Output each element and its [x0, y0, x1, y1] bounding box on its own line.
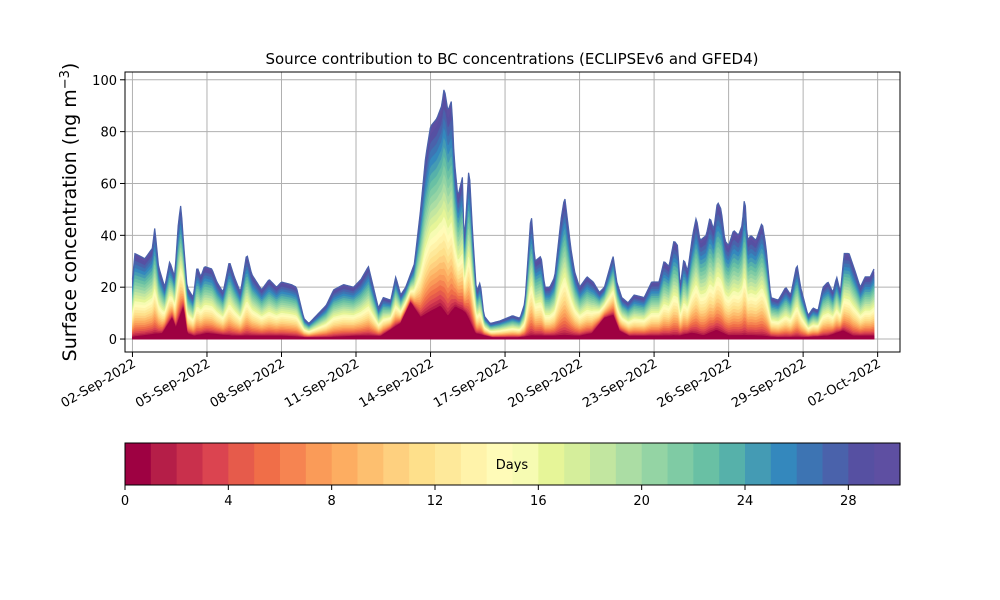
x-tick-label: 20-Sep-2022 [506, 356, 586, 411]
colorbar-cell [796, 443, 824, 485]
y-axis-label-superscript: −3 [58, 70, 73, 89]
colorbar-tick-label: 12 [427, 494, 444, 509]
y-tick-label: 40 [100, 229, 117, 244]
chart-title: Source contribution to BC concentrations… [265, 50, 758, 68]
colorbar-cell [435, 443, 462, 485]
colorbar-cell [512, 443, 539, 485]
colorbar-tick-label: 8 [328, 494, 336, 509]
colorbar-cell [383, 443, 410, 485]
colorbar-label: Days [496, 458, 529, 473]
series-band-day-9 [132, 261, 875, 340]
plot-frame [124, 71, 901, 353]
colorbar-cell [590, 443, 617, 485]
colorbar-cell [331, 443, 359, 485]
colorbar-cell [667, 443, 694, 485]
x-tick-label: 17-Sep-2022 [431, 356, 511, 411]
series-band-source [132, 302, 875, 340]
colorbar-cell [254, 443, 281, 485]
y-axis-ticks: 0 20 40 60 80 100 [92, 74, 125, 348]
y-tick-label: 60 [100, 177, 117, 192]
y-tick-label: 100 [92, 74, 117, 89]
y-axis-label-main: Surface concentration (ng m [59, 89, 81, 361]
colorbar-tick-label: 0 [121, 494, 129, 509]
series-band-day-8 [132, 268, 875, 340]
y-axis-label-close: ) [59, 63, 81, 70]
colorbar-frame [124, 442, 901, 486]
colorbar-cell [125, 443, 152, 485]
colorbar-cell [228, 443, 255, 485]
colorbar-cell [538, 443, 565, 485]
y-tick-label: 80 [100, 126, 117, 141]
colorbar-tick-label: 24 [737, 494, 754, 509]
colorbar-cell [745, 443, 772, 485]
colorbar-tick-label: 4 [224, 494, 232, 509]
series-band-day-7 [132, 274, 875, 340]
colorbar-ticks: 0 4 8 12 16 20 24 28 [121, 485, 857, 509]
colorbar-cell [719, 443, 746, 485]
stacked-area-series [131, 89, 875, 340]
colorbar-tick-label: 28 [840, 494, 857, 509]
colorbar-cell [460, 443, 488, 485]
colorbar-cell [202, 443, 229, 485]
colorbar-cell [822, 443, 849, 485]
colorbar-cell [176, 443, 204, 485]
total-concentration-line [131, 89, 875, 324]
colorbar-cell [874, 443, 901, 485]
y-tick-label: 20 [100, 281, 117, 296]
y-axis-label: Surface concentration (ng m−3) [58, 63, 81, 362]
colorbar-cell [693, 443, 720, 485]
x-axis-ticks: 02-Sep-202205-Sep-202208-Sep-202211-Sep-… [59, 352, 884, 411]
days-colorbar: Days 0 4 8 12 16 20 24 28 [121, 442, 901, 509]
colorbar-cell [357, 443, 384, 485]
colorbar-cell [564, 443, 591, 485]
colorbar-cell [150, 443, 178, 485]
x-tick-label: 02-Oct-2022 [805, 356, 883, 410]
colorbar-cell [486, 443, 514, 485]
x-tick-label: 02-Sep-2022 [59, 356, 139, 411]
colorbar-cell [305, 443, 333, 485]
colorbar-cell [615, 443, 643, 485]
colorbar-tick-label: 16 [530, 494, 547, 509]
y-tick-label: 0 [109, 333, 117, 348]
colorbar-cell [770, 443, 798, 485]
colorbar-cell [280, 443, 307, 485]
x-tick-label: 05-Sep-2022 [133, 356, 213, 411]
x-tick-label: 14-Sep-2022 [357, 356, 437, 411]
x-tick-label: 23-Sep-2022 [580, 356, 660, 411]
colorbar-cell [848, 443, 875, 485]
colorbar-cell [641, 443, 669, 485]
x-tick-label: 29-Sep-2022 [729, 356, 809, 411]
x-tick-label: 11-Sep-2022 [282, 356, 362, 411]
colorbar-color-cells [125, 443, 901, 485]
colorbar-cell [409, 443, 436, 485]
x-tick-label: 08-Sep-2022 [208, 356, 288, 411]
colorbar-tick-label: 20 [633, 494, 650, 509]
x-tick-label: 26-Sep-2022 [655, 356, 735, 411]
